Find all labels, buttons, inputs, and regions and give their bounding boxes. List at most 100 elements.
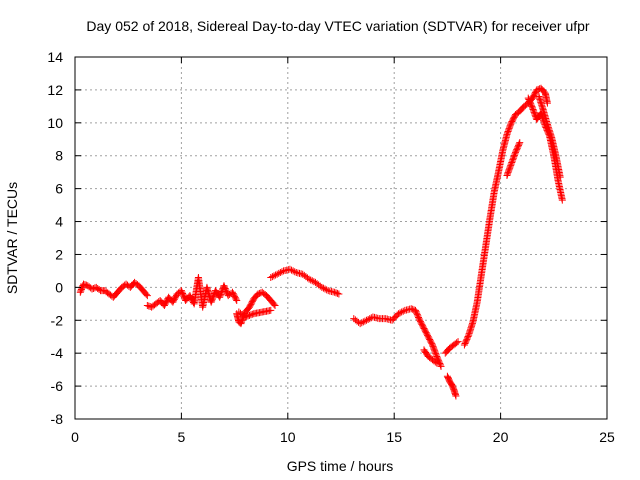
data-point [507,161,515,169]
data-point [503,171,511,179]
y-tick-label: 12 [47,82,63,98]
data-point [245,311,253,319]
data-point [289,267,297,275]
data-point [91,284,99,292]
data-point [399,307,407,315]
data-series-sdtvar [76,84,566,400]
data-point [232,295,240,303]
data-point [431,347,439,355]
y-tick-label: -4 [51,345,64,361]
data-point [503,130,511,138]
plot-frame [74,56,608,420]
data-point [430,345,438,353]
y-tick-label: -8 [51,411,64,427]
data-point [271,301,279,309]
y-tick-label: 8 [55,148,63,164]
data-point [95,286,103,294]
data-point [505,126,513,134]
y-tick-label: 14 [47,49,63,65]
data-point [331,288,339,296]
data-point [530,107,538,115]
data-point [359,318,367,326]
data-point [363,316,371,324]
data-point [247,311,255,319]
data-point [558,196,566,204]
data-point [361,317,369,325]
data-point [515,140,523,148]
data-point [207,298,215,306]
data-point [429,342,437,350]
data-point [321,285,329,293]
data-point [272,271,280,279]
data-point [267,306,275,314]
data-point [323,286,331,294]
data-point [143,301,151,309]
data-point [504,169,512,177]
data-point [530,108,538,116]
y-tick-label: 4 [55,214,63,230]
y-tick-label: -6 [51,378,64,394]
data-point [237,320,245,328]
x-tick-label: 25 [599,429,615,445]
data-point [506,122,514,130]
data-point [507,160,515,168]
data-point [504,129,512,137]
data-point [464,332,472,340]
data-point [238,317,246,325]
data-point [529,105,537,113]
data-point [332,289,340,297]
data-point [209,294,217,302]
chart-title: Day 052 of 2018, Sidereal Day-to-day VTE… [86,18,590,34]
data-point [543,99,551,107]
x-tick-label: 15 [386,429,402,445]
grid-lines [75,57,607,419]
y-axis-label: SDTVAR / TECUs [4,182,20,294]
data-point [142,290,150,298]
data-point [364,315,372,323]
data-point [432,350,440,358]
data-point [244,312,252,320]
y-tick-label: 6 [55,181,63,197]
data-point [396,309,404,317]
data-point [216,292,224,300]
data-point [333,289,341,297]
data-point [208,297,216,305]
y-tick-label: -2 [51,312,64,328]
data-point [366,315,374,323]
data-point [278,268,286,276]
x-tick-label: 0 [71,429,79,445]
data-point [506,164,514,172]
data-point [319,284,327,292]
data-point [516,139,524,147]
data-point [81,281,89,289]
data-point [453,339,461,347]
data-point [248,310,256,318]
data-point [305,275,313,283]
data-point [454,338,462,346]
x-tick-label: 10 [280,429,296,445]
data-point [508,157,516,165]
y-tick-label: 2 [55,246,63,262]
data-point [508,159,516,167]
data-point [217,290,225,298]
data-point [308,277,316,285]
data-point [80,280,88,288]
data-point [509,154,517,162]
data-point [291,268,299,276]
data-point [398,308,406,316]
data-point [216,293,224,301]
data-point [433,359,441,367]
data-point [511,150,519,158]
data-point [509,156,517,164]
data-point [452,392,460,400]
data-point [528,103,536,111]
data-point [146,303,154,311]
data-point [529,104,537,112]
data-point [335,290,343,298]
data-point [257,289,265,297]
data-point [270,272,278,280]
data-point [243,312,251,320]
x-tick-label: 20 [493,429,509,445]
data-point [505,167,513,175]
data-point [358,319,366,327]
